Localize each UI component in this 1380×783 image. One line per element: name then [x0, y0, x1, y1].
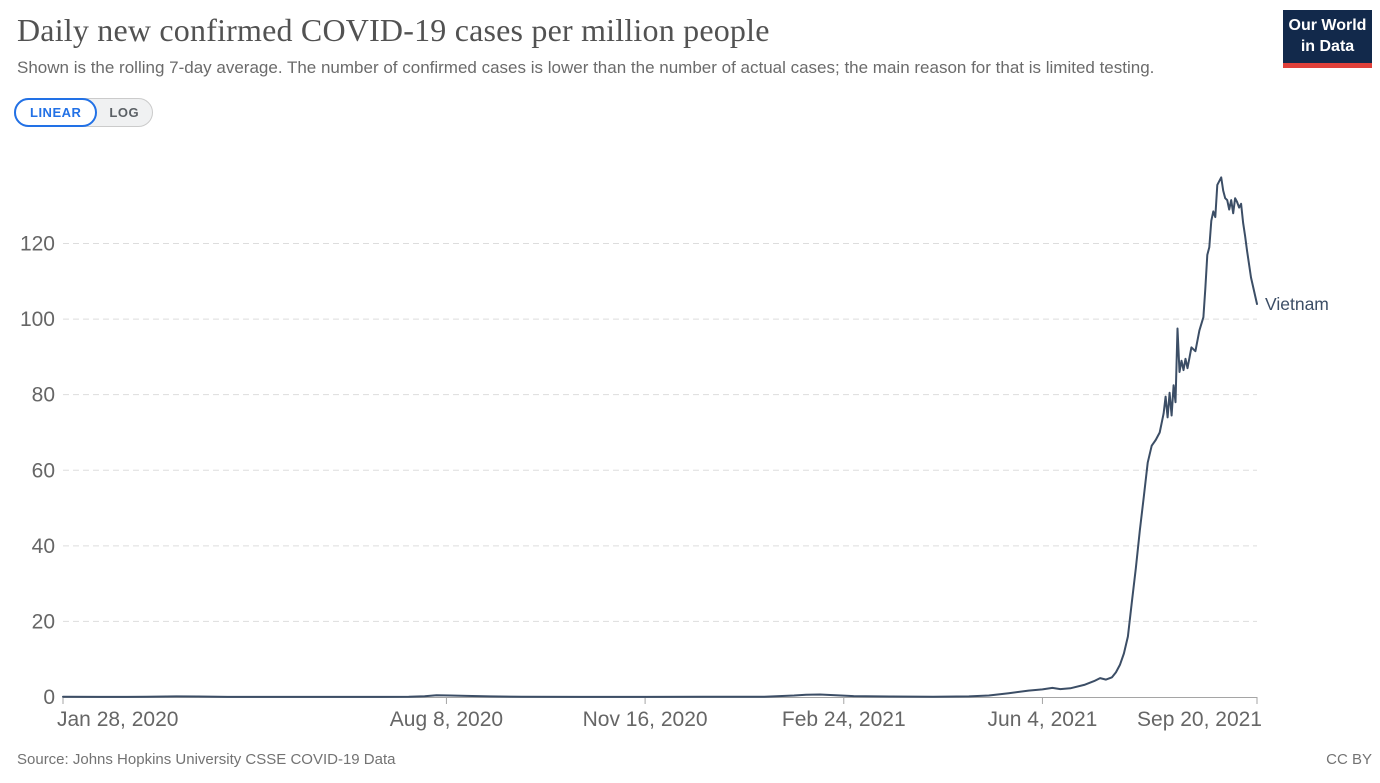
- owid-logo-line2: in Data: [1300, 37, 1355, 55]
- series-line-vietnam: [62, 176, 1258, 698]
- license-link[interactable]: CC BY: [1326, 751, 1372, 768]
- x-tick-label: Jun 4, 2021: [988, 708, 1098, 731]
- y-tick-label: 80: [32, 384, 55, 407]
- x-tick-label: Aug 8, 2020: [390, 708, 503, 731]
- y-tick-label: 60: [32, 459, 55, 482]
- page-title: Daily new confirmed COVID-19 cases per m…: [17, 12, 770, 48]
- x-tick-label: Feb 24, 2021: [782, 708, 906, 731]
- chart-area[interactable]: 0 20 40 60 80 100 120 Jan 28, 2020 Aug 8, 2020 No…: [0, 160, 1380, 745]
- y-tick-label: 100: [20, 308, 55, 331]
- scale-toggle: LINEAR LOG: [14, 98, 154, 128]
- chart-subtitle: Shown is the rolling 7-day average. The …: [17, 57, 1155, 77]
- log-scale-button[interactable]: LOG: [109, 105, 140, 121]
- chart-svg[interactable]: 0 20 40 60 80 100 120 Jan 28, 2020 Aug 8, 2020 No…: [0, 160, 1380, 745]
- entity-label: Vietnam: [1265, 294, 1329, 314]
- source-text: Source: Johns Hopkins University CSSE CO…: [17, 751, 396, 768]
- owid-logo[interactable]: Our World in Data: [1283, 10, 1372, 68]
- x-tick-label: Sep 20, 2021: [1137, 708, 1262, 731]
- linear-scale-button[interactable]: LINEAR: [14, 98, 98, 128]
- chart-header: Daily new confirmed COVID-19 cases per m…: [0, 0, 1380, 80]
- x-tick-label: Nov 16, 2020: [583, 708, 708, 731]
- y-tick-label: 0: [43, 686, 55, 709]
- y-tick-label: 120: [20, 233, 55, 256]
- chart-footer: Source: Johns Hopkins University CSSE CO…: [17, 751, 1372, 768]
- y-tick-label: 20: [32, 610, 55, 633]
- owid-logo-line1: Our World: [1288, 17, 1367, 34]
- x-tick-label: Jan 28, 2020: [57, 708, 178, 731]
- y-tick-label: 40: [32, 535, 55, 558]
